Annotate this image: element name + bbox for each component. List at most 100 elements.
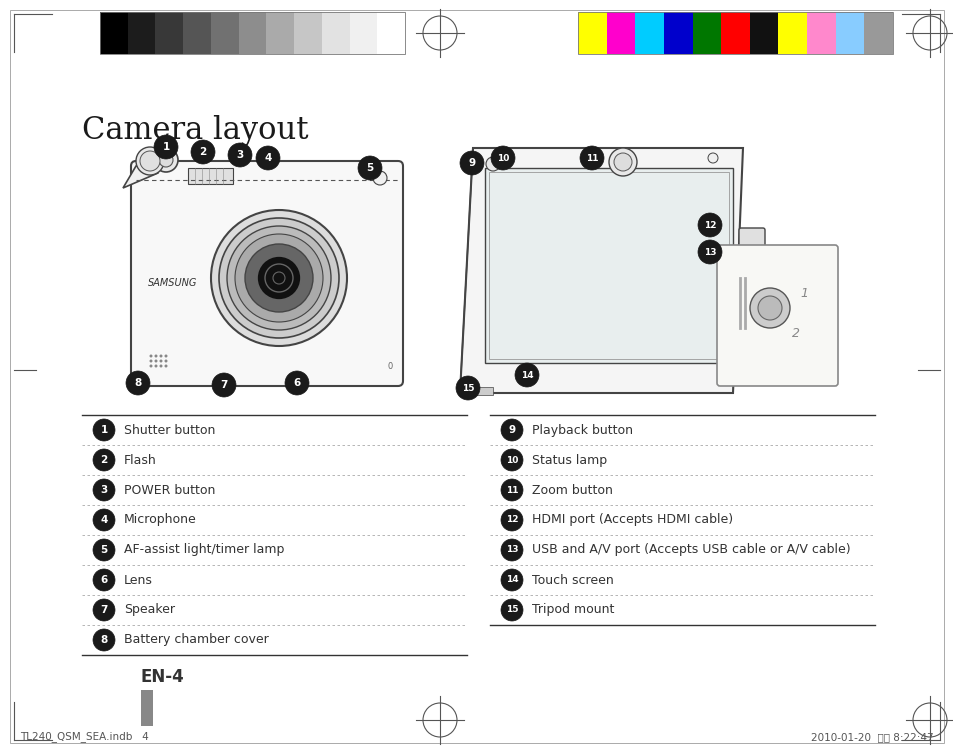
Circle shape: [500, 449, 522, 471]
Text: USB and A/V port (Accepts USB cable or A/V cable): USB and A/V port (Accepts USB cable or A…: [532, 544, 850, 556]
Text: Tripod mount: Tripod mount: [532, 603, 614, 617]
Circle shape: [164, 359, 168, 362]
Bar: [778, 12, 806, 54]
Bar: [183, 12, 211, 54]
Circle shape: [373, 171, 387, 185]
Bar: [266, 12, 294, 54]
Text: Shutter button: Shutter button: [124, 423, 215, 437]
Text: 8: 8: [100, 635, 108, 645]
Bar: [806, 12, 835, 54]
Circle shape: [515, 363, 538, 387]
Text: 1: 1: [100, 425, 108, 435]
Text: 8: 8: [134, 378, 141, 388]
Text: 14: 14: [520, 370, 533, 380]
Circle shape: [614, 153, 631, 171]
Circle shape: [191, 140, 214, 164]
Circle shape: [159, 153, 172, 167]
Text: TL240_QSM_SEA.indb   4: TL240_QSM_SEA.indb 4: [20, 732, 149, 742]
Bar: [128, 12, 155, 54]
Text: Flash: Flash: [124, 453, 156, 467]
Bar: [744, 298, 759, 308]
Circle shape: [153, 135, 178, 159]
Text: 7: 7: [100, 605, 108, 615]
Circle shape: [154, 359, 157, 362]
FancyBboxPatch shape: [717, 245, 837, 386]
Circle shape: [698, 240, 721, 264]
Bar: [606, 12, 635, 54]
Circle shape: [159, 364, 162, 367]
Circle shape: [500, 539, 522, 561]
Circle shape: [459, 151, 483, 175]
Text: 5: 5: [366, 163, 374, 173]
Text: Battery chamber cover: Battery chamber cover: [124, 633, 269, 647]
Text: Zoom button: Zoom button: [532, 483, 612, 496]
Circle shape: [92, 509, 115, 531]
Text: 1: 1: [162, 142, 170, 152]
Bar: [692, 12, 720, 54]
Circle shape: [256, 256, 301, 300]
Text: 9: 9: [468, 158, 475, 168]
Circle shape: [211, 210, 347, 346]
Circle shape: [154, 355, 157, 358]
Circle shape: [164, 355, 168, 358]
Bar: [484, 168, 732, 363]
Circle shape: [500, 509, 522, 531]
Bar: [749, 12, 778, 54]
Circle shape: [228, 143, 252, 167]
Bar: [376, 12, 405, 54]
Text: 10: 10: [497, 154, 509, 163]
Bar: [578, 12, 892, 54]
Circle shape: [212, 373, 235, 397]
Circle shape: [500, 599, 522, 621]
Circle shape: [150, 355, 152, 358]
Text: 12: 12: [703, 221, 716, 230]
Circle shape: [265, 264, 293, 292]
Bar: [100, 12, 128, 54]
Bar: [863, 12, 892, 54]
Circle shape: [273, 272, 285, 284]
Text: AF-assist light/timer lamp: AF-assist light/timer lamp: [124, 544, 284, 556]
Circle shape: [227, 226, 331, 330]
Text: SAMSUNG: SAMSUNG: [148, 278, 197, 288]
Text: 3: 3: [236, 150, 243, 160]
Circle shape: [500, 419, 522, 441]
Text: 0: 0: [387, 361, 393, 370]
Text: 6: 6: [100, 575, 108, 585]
Circle shape: [219, 218, 338, 338]
Bar: [100, 12, 405, 54]
Bar: [321, 12, 349, 54]
Polygon shape: [459, 148, 742, 393]
Bar: [349, 12, 376, 54]
Text: 14: 14: [505, 575, 517, 584]
Text: Touch screen: Touch screen: [532, 574, 613, 587]
Text: 2010-01-20  오후 8:22:47: 2010-01-20 오후 8:22:47: [810, 732, 933, 742]
Text: 2: 2: [199, 147, 207, 157]
Bar: [475, 387, 493, 395]
Circle shape: [150, 364, 152, 367]
Bar: [141, 690, 152, 726]
FancyBboxPatch shape: [131, 161, 402, 386]
Circle shape: [136, 147, 164, 175]
Text: 13: 13: [703, 248, 716, 257]
Circle shape: [92, 419, 115, 441]
Circle shape: [150, 359, 152, 362]
Text: HDMI port (Accepts HDMI cable): HDMI port (Accepts HDMI cable): [532, 514, 732, 526]
Bar: [155, 12, 183, 54]
Circle shape: [500, 479, 522, 501]
Text: 13: 13: [505, 545, 517, 554]
Circle shape: [140, 151, 160, 171]
Text: 3: 3: [100, 485, 108, 495]
Circle shape: [92, 569, 115, 591]
Bar: [635, 12, 663, 54]
Text: 15: 15: [505, 605, 517, 614]
Bar: [211, 12, 238, 54]
Circle shape: [92, 479, 115, 501]
Text: Lens: Lens: [124, 574, 152, 587]
Circle shape: [579, 146, 603, 170]
Text: 4: 4: [100, 515, 108, 525]
Text: 9: 9: [508, 425, 515, 435]
Text: Microphone: Microphone: [124, 514, 196, 526]
Text: 1: 1: [800, 286, 807, 300]
Bar: [720, 12, 749, 54]
Circle shape: [126, 371, 150, 395]
